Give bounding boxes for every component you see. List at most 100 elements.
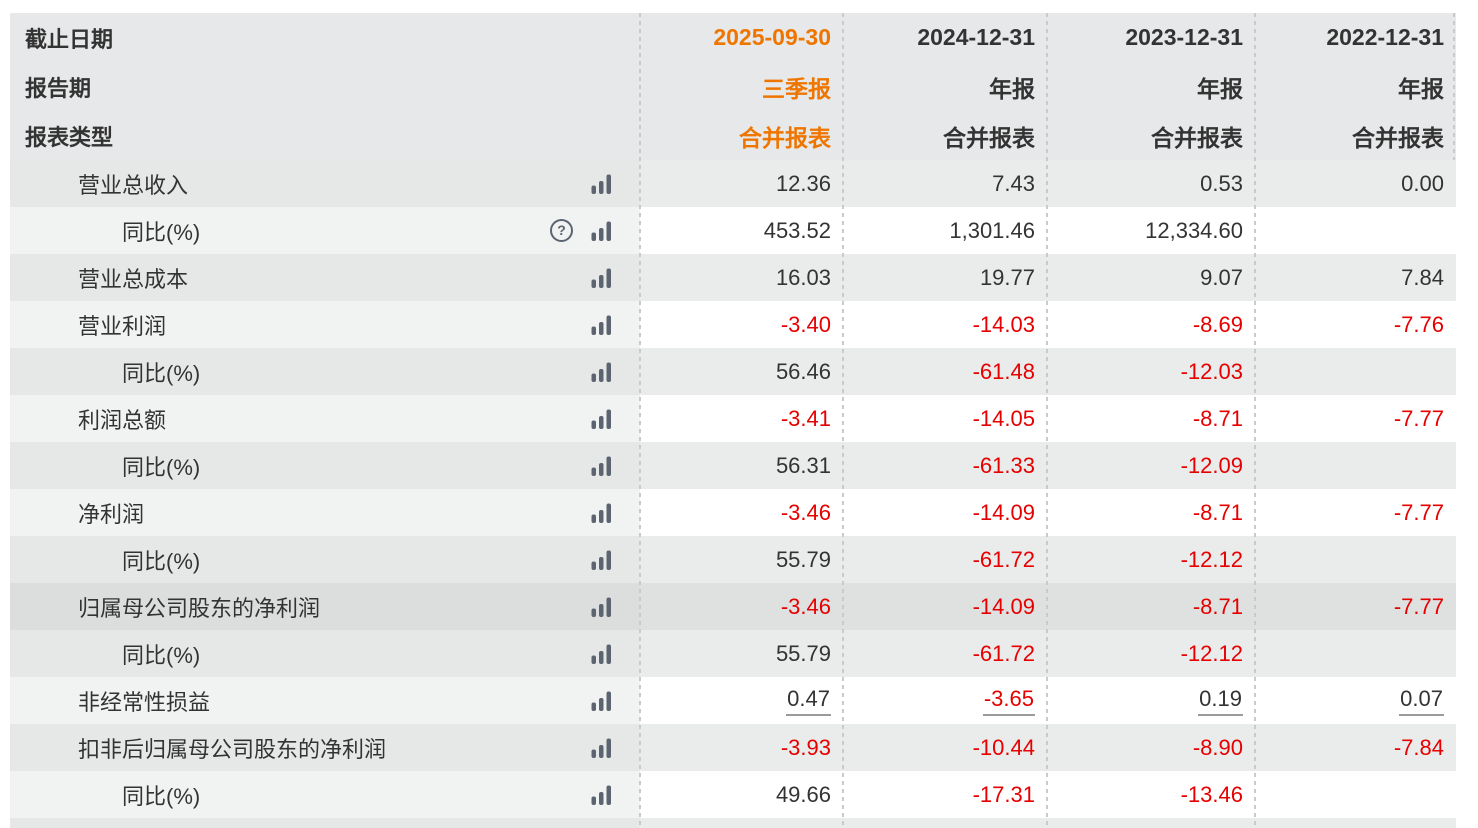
row-icons xyxy=(588,688,614,714)
bar-chart-icon[interactable] xyxy=(588,406,614,432)
cell-value: -12.09 xyxy=(1180,452,1243,478)
cell-value[interactable]: -3.65 xyxy=(982,686,1035,716)
cell-value: 0.00 xyxy=(1401,170,1444,196)
cell-value: -14.09 xyxy=(972,593,1035,619)
value-cell: -14.09 xyxy=(843,489,1047,536)
table-row[interactable]: 利润总额 -3.41 -14.05 -8.71 -7.77 xyxy=(10,395,1456,442)
column-separator xyxy=(1453,13,1455,160)
value-cell xyxy=(1255,348,1456,395)
bar-chart-icon[interactable] xyxy=(588,594,614,620)
value-cell: -7.77 xyxy=(1255,489,1456,536)
row-icons: ? xyxy=(548,217,614,244)
value-cell: -7.84 xyxy=(1255,724,1456,771)
row-icons xyxy=(588,359,614,385)
cell-value: -14.05 xyxy=(972,405,1035,431)
value-cell: -61.48 xyxy=(843,348,1047,395)
value-cell xyxy=(1255,207,1456,254)
bar-chart-icon[interactable] xyxy=(588,547,614,573)
table-row[interactable]: 同比(%) 49.66 -17.31 -13.46 xyxy=(10,771,1456,818)
value-cell: 16.03 xyxy=(640,254,843,301)
value-cell: -8.71 xyxy=(1047,583,1255,630)
table-row[interactable]: 营业总收入 12.36 7.43 0.53 0.00 xyxy=(10,160,1456,207)
value-cell: -8.90 xyxy=(1047,724,1255,771)
cell-value: -10.44 xyxy=(972,734,1035,760)
cell-value: -7.84 xyxy=(1393,734,1444,760)
cell-value: 55.79 xyxy=(775,546,831,572)
cell-value: -7.77 xyxy=(1393,405,1444,431)
value-cell: -7.77 xyxy=(1255,583,1456,630)
table-row[interactable]: 营业利润 -3.40 -14.03 -8.69 -7.76 xyxy=(10,301,1456,348)
bar-chart-icon[interactable] xyxy=(588,171,614,197)
row-label: 同比(%) xyxy=(122,219,201,245)
row-label: 营业总成本 xyxy=(78,266,189,292)
value-cell: -13.46 xyxy=(1047,771,1255,818)
row-label-cell: 同比(%) xyxy=(10,630,640,677)
table-row[interactable]: 同比(%) 56.31 -61.33 -12.09 xyxy=(10,442,1456,489)
row-label: 利润总额 xyxy=(78,407,167,433)
value-cell: 0.19 xyxy=(1047,677,1255,724)
bar-chart-icon[interactable] xyxy=(588,453,614,479)
row-label-cell: 同比(%)? xyxy=(10,207,640,254)
row-label-cell: 营业总成本 xyxy=(10,254,640,301)
cell-value[interactable]: 0.47 xyxy=(786,686,831,716)
table-row[interactable]: 净利润 -3.46 -14.09 -8.71 -7.77 xyxy=(10,489,1456,536)
bar-chart-icon[interactable] xyxy=(588,265,614,291)
value-cell: 12.36 xyxy=(640,160,843,207)
row-icons xyxy=(588,453,614,479)
table-row[interactable]: 同比(%) 56.46 -61.48 -12.03 xyxy=(10,348,1456,395)
value-cell: -14.05 xyxy=(843,395,1047,442)
value-cell: -61.33 xyxy=(843,442,1047,489)
cell-value: -8.69 xyxy=(1192,311,1243,337)
table-row[interactable]: 同比(%)? 453.52 1,301.46 12,334.60 xyxy=(10,207,1456,254)
value-cell: -3.65 xyxy=(843,677,1047,724)
value-cell: 7.84 xyxy=(1255,254,1456,301)
value-cell: -12.12 xyxy=(1047,536,1255,583)
help-icon[interactable]: ? xyxy=(548,217,575,244)
row-label-cell: 营业利润 xyxy=(10,301,640,348)
bar-chart-icon[interactable] xyxy=(588,735,614,761)
row-icons xyxy=(588,641,614,667)
cell-value[interactable]: 0.07 xyxy=(1399,686,1444,716)
row-label: 归属母公司股东的净利润 xyxy=(78,595,321,621)
bar-chart-icon[interactable] xyxy=(588,782,614,808)
bar-chart-icon[interactable] xyxy=(588,312,614,338)
value-cell: 19.77 xyxy=(843,254,1047,301)
row-icons xyxy=(588,312,614,338)
header-value: 年报 xyxy=(1398,75,1444,102)
cell-value: 55.79 xyxy=(775,640,831,666)
value-cell xyxy=(1255,536,1456,583)
financial-report-table: 截止日期 2025-09-30 2024-12-31 2023-12-31 2022-1… xyxy=(10,13,1456,828)
value-cell: -3.40 xyxy=(640,301,843,348)
cell-value: -3.40 xyxy=(780,311,831,337)
cell-value: -8.71 xyxy=(1192,593,1243,619)
bar-chart-icon[interactable] xyxy=(588,218,614,244)
header-row: 报告期 三季报 年报 年报 年报 xyxy=(10,62,1456,111)
cell-value: -8.71 xyxy=(1192,499,1243,525)
row-icons xyxy=(588,594,614,620)
value-cell: 9.07 xyxy=(1047,254,1255,301)
value-cell: -3.46 xyxy=(640,489,843,536)
value-cell: -3.46 xyxy=(640,583,843,630)
table-row[interactable]: 同比(%) 55.79 -61.72 -12.12 xyxy=(10,630,1456,677)
cell-value: 19.77 xyxy=(979,264,1035,290)
table-row[interactable]: 扣非后归属母公司股东的净利润 -3.93 -10.44 -8.90 -7.84 xyxy=(10,724,1456,771)
bar-chart-icon[interactable] xyxy=(588,359,614,385)
bar-chart-icon[interactable] xyxy=(588,641,614,667)
value-cell: -8.71 xyxy=(1047,489,1255,536)
bar-chart-icon[interactable] xyxy=(588,500,614,526)
row-label: 同比(%) xyxy=(122,783,201,809)
row-label: 非经常性损益 xyxy=(78,689,211,715)
header-value: 合并报表 xyxy=(1151,124,1243,151)
bar-chart-icon[interactable] xyxy=(588,688,614,714)
header-value: 三季报 xyxy=(762,75,831,102)
cell-value[interactable]: 0.19 xyxy=(1198,686,1243,716)
row-icons xyxy=(588,735,614,761)
column-separator xyxy=(1254,13,1256,828)
table-row[interactable]: 非经常性损益 0.47 -3.65 0.19 0.07 xyxy=(10,677,1456,724)
row-icons xyxy=(588,265,614,291)
table-row[interactable]: 归属母公司股东的净利润 -3.46 -14.09 -8.71 -7.77 xyxy=(10,583,1456,630)
value-cell: 1,301.46 xyxy=(843,207,1047,254)
cell-value: -17.31 xyxy=(972,781,1035,807)
table-row[interactable]: 同比(%) 55.79 -61.72 -12.12 xyxy=(10,536,1456,583)
table-row[interactable]: 营业总成本 16.03 19.77 9.07 7.84 xyxy=(10,254,1456,301)
